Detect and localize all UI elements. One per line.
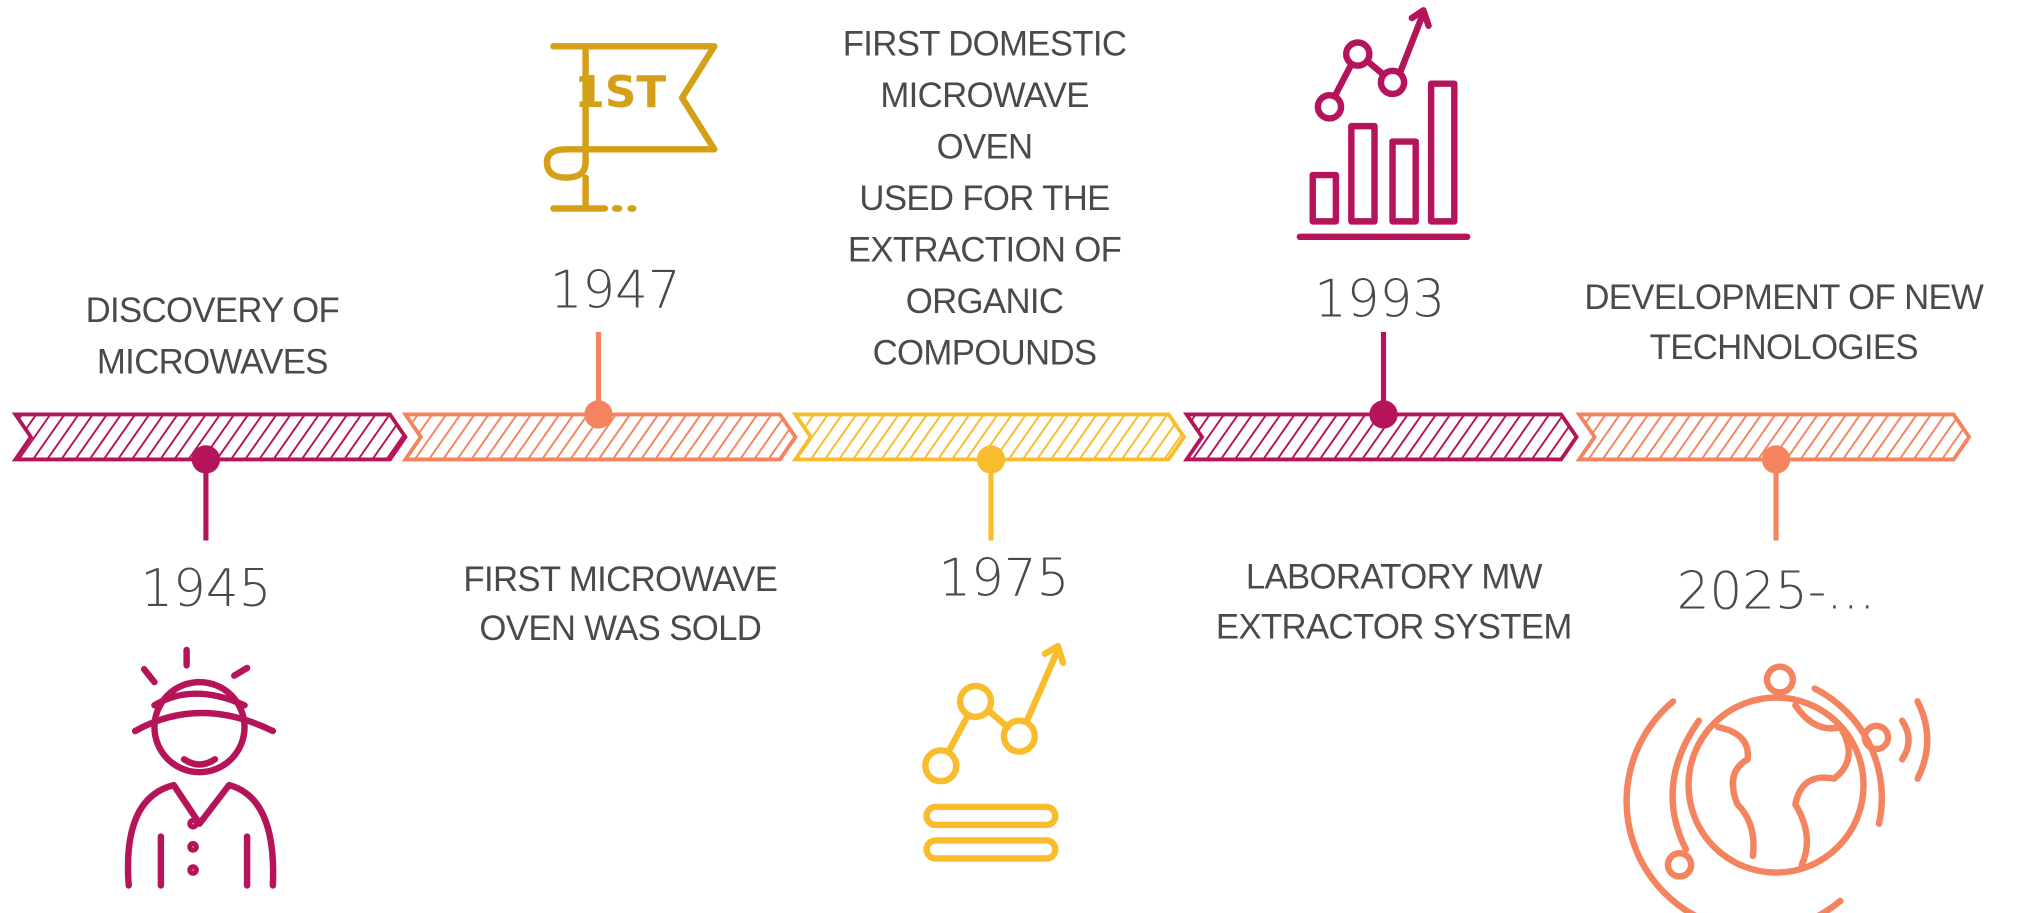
event-label: MICROWAVE bbox=[880, 77, 1088, 115]
flag-text: 1ST bbox=[574, 67, 666, 118]
event-label: EXTRACTOR SYSTEM bbox=[1216, 609, 1572, 647]
event-label: USED FOR THE bbox=[859, 180, 1109, 218]
year: 1993 bbox=[1314, 269, 1445, 329]
event-label: LABORATORY MW bbox=[1246, 558, 1543, 596]
event-label: FIRST MICROWAVE bbox=[463, 561, 777, 599]
event-label: FIRST DOMESTIC bbox=[843, 26, 1127, 64]
event-label: EXTRACTION OF bbox=[848, 231, 1121, 269]
pin-dot bbox=[976, 445, 1006, 474]
year: 2025-... bbox=[1677, 562, 1876, 622]
timeline-arrow bbox=[1182, 412, 1579, 462]
event-label: TECHNOLOGIES bbox=[1650, 329, 1918, 367]
globe-icon bbox=[1623, 663, 1931, 913]
pin-dot bbox=[584, 400, 613, 429]
event-label: ORGANIC bbox=[906, 283, 1064, 321]
pin-dot bbox=[191, 445, 221, 474]
year: 1947 bbox=[550, 260, 681, 320]
growth-icon bbox=[922, 642, 1067, 862]
person-icon bbox=[124, 646, 277, 889]
chart-icon bbox=[1296, 7, 1471, 241]
event-label: MICROWAVES bbox=[97, 343, 328, 381]
event-label: COMPOUNDS bbox=[873, 334, 1097, 372]
year: 1975 bbox=[938, 549, 1069, 609]
flag-icon bbox=[543, 43, 718, 212]
pin-dot bbox=[1761, 445, 1791, 474]
timeline-arrow bbox=[401, 412, 798, 462]
event-label: DISCOVERY OF bbox=[86, 292, 339, 330]
timeline-arrow bbox=[791, 412, 1187, 462]
year: 1945 bbox=[140, 559, 271, 619]
event-label: DEVELOPMENT OF NEW bbox=[1584, 279, 1984, 317]
event-label: OVEN WAS SOLD bbox=[479, 610, 761, 648]
timeline-arrow bbox=[1575, 412, 1972, 462]
event-label: OVEN bbox=[937, 128, 1033, 166]
timeline-arrow bbox=[11, 412, 408, 462]
pin-dot bbox=[1369, 400, 1398, 429]
